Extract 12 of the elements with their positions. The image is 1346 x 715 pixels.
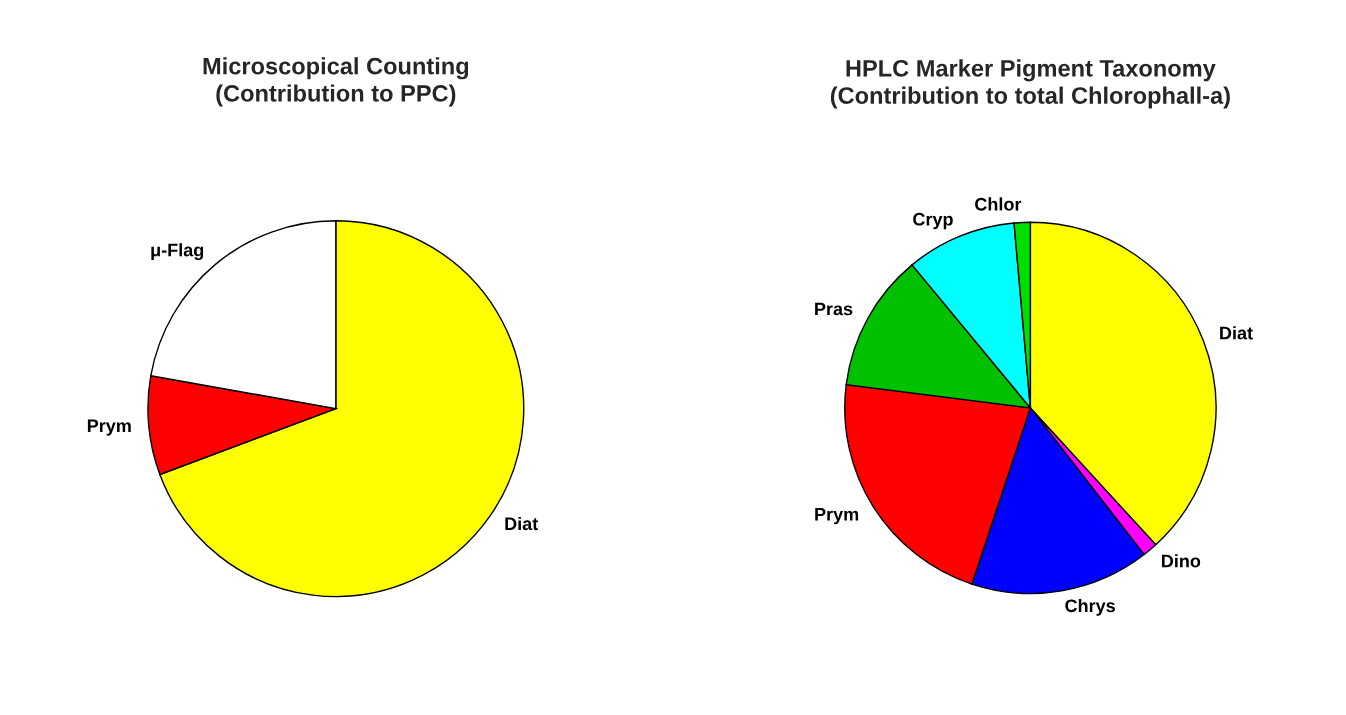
chart-title: HPLC Marker Pigment Taxonomy (Contribution to total Chlorophall-a) [830, 59, 1230, 109]
slice-label: Pras [815, 302, 853, 316]
chart-title: Microscopical Counting (Contribution to PPC) [203, 57, 469, 107]
slice-label: Diat [505, 516, 539, 531]
slice-label: Prym [815, 508, 859, 525]
slice-label: Diat [1220, 326, 1253, 340]
slice-label: Chrys [1065, 598, 1115, 616]
slice-label: Cryp [913, 212, 953, 230]
slice-label: Chlor [975, 197, 1022, 211]
slice-label: Prym [87, 419, 131, 436]
slice-label: μ-Flag [151, 243, 204, 261]
slice-label: Dino [1162, 554, 1201, 568]
